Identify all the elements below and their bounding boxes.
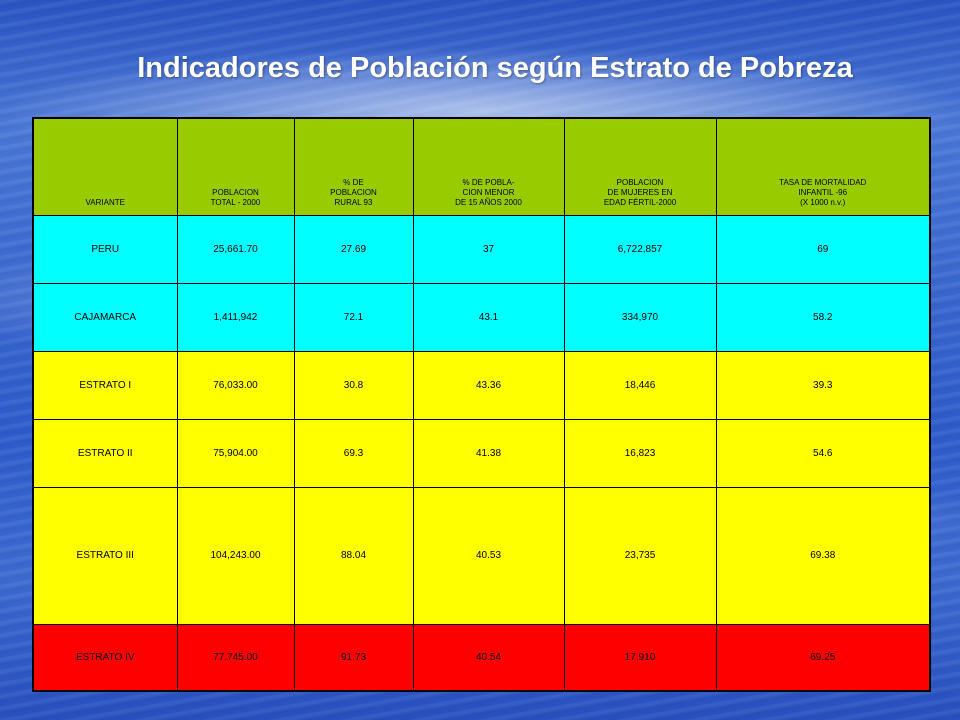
row-label: ESTRATO I bbox=[32, 350, 178, 420]
table-row-estrato-iv: ESTRATO IV 77,745.00 91.73 40.54 17,910 … bbox=[32, 623, 931, 692]
cell-poblacion-rural: 27.69 bbox=[293, 214, 414, 284]
cell-mortalidad: 54.6 bbox=[715, 418, 931, 488]
cell-mortalidad: 39.3 bbox=[715, 350, 931, 420]
cell-menor-15: 40.53 bbox=[412, 486, 565, 625]
cell-poblacion-total: 75,904.00 bbox=[176, 418, 295, 488]
cell-mujeres-fertil: 6,722,857 bbox=[563, 214, 717, 284]
cell-mujeres-fertil: 17,910 bbox=[563, 623, 717, 692]
header-mujeres-edad-fertil: POBLACION DE MUJERES EN EDAD FÉRTIL-2000 bbox=[563, 117, 717, 216]
row-label: PERU bbox=[32, 214, 178, 284]
cell-menor-15: 40.54 bbox=[412, 623, 565, 692]
table-header-row: VARIANTE POBLACION TOTAL - 2000 % DE POB… bbox=[32, 117, 931, 216]
cell-menor-15: 41.38 bbox=[412, 418, 565, 488]
cell-mujeres-fertil: 334,970 bbox=[563, 282, 717, 352]
header-mortalidad-infantil: TASA DE MORTALIDAD INFANTIL -96 (X 1000 … bbox=[715, 117, 931, 216]
cell-poblacion-rural: 69.3 bbox=[293, 418, 414, 488]
cell-poblacion-rural: 91.73 bbox=[293, 623, 414, 692]
cell-poblacion-total: 77,745.00 bbox=[176, 623, 295, 692]
table-row-estrato-ii: ESTRATO II 75,904.00 69.3 41.38 16,823 5… bbox=[32, 418, 931, 488]
row-label: ESTRATO III bbox=[32, 486, 178, 625]
cell-mujeres-fertil: 23,735 bbox=[563, 486, 717, 625]
cell-mortalidad: 69 bbox=[715, 214, 931, 284]
cell-poblacion-rural: 88.04 bbox=[293, 486, 414, 625]
population-indicators-table: VARIANTE POBLACION TOTAL - 2000 % DE POB… bbox=[32, 117, 931, 692]
cell-mortalidad: 58.2 bbox=[715, 282, 931, 352]
row-label: ESTRATO II bbox=[32, 418, 178, 488]
slide-title: Indicadores de Población según Estrato d… bbox=[137, 52, 853, 84]
cell-menor-15: 43.36 bbox=[412, 350, 565, 420]
row-label: ESTRATO IV bbox=[32, 623, 178, 692]
header-variante: VARIANTE bbox=[32, 117, 178, 216]
table-row-cajamarca: CAJAMARCA 1,411,942 72.1 43.1 334,970 58… bbox=[32, 282, 931, 352]
table-row-estrato-iii: ESTRATO III 104,243.00 88.04 40.53 23,73… bbox=[32, 486, 931, 625]
header-poblacion-total: POBLACION TOTAL - 2000 bbox=[176, 117, 295, 216]
header-poblacion-menor-15: % DE POBLA- CION MENOR DE 15 AÑOS 2000 bbox=[412, 117, 565, 216]
table-row-peru: PERU 25,661.70 27.69 37 6,722,857 69 bbox=[32, 214, 931, 284]
cell-poblacion-total: 104,243.00 bbox=[176, 486, 295, 625]
cell-poblacion-total: 1,411,942 bbox=[176, 282, 295, 352]
cell-poblacion-rural: 30.8 bbox=[293, 350, 414, 420]
cell-poblacion-total: 25,661.70 bbox=[176, 214, 295, 284]
cell-menor-15: 43.1 bbox=[412, 282, 565, 352]
cell-menor-15: 37 bbox=[412, 214, 565, 284]
cell-mujeres-fertil: 16,823 bbox=[563, 418, 717, 488]
row-label: CAJAMARCA bbox=[32, 282, 178, 352]
table-row-estrato-i: ESTRATO I 76,033.00 30.8 43.36 18,446 39… bbox=[32, 350, 931, 420]
header-poblacion-rural: % DE POBLACION RURAL 93 bbox=[293, 117, 414, 216]
cell-mujeres-fertil: 18,446 bbox=[563, 350, 717, 420]
cell-poblacion-total: 76,033.00 bbox=[176, 350, 295, 420]
cell-poblacion-rural: 72.1 bbox=[293, 282, 414, 352]
cell-mortalidad: 69.38 bbox=[715, 486, 931, 625]
cell-mortalidad: 69.25 bbox=[715, 623, 931, 692]
